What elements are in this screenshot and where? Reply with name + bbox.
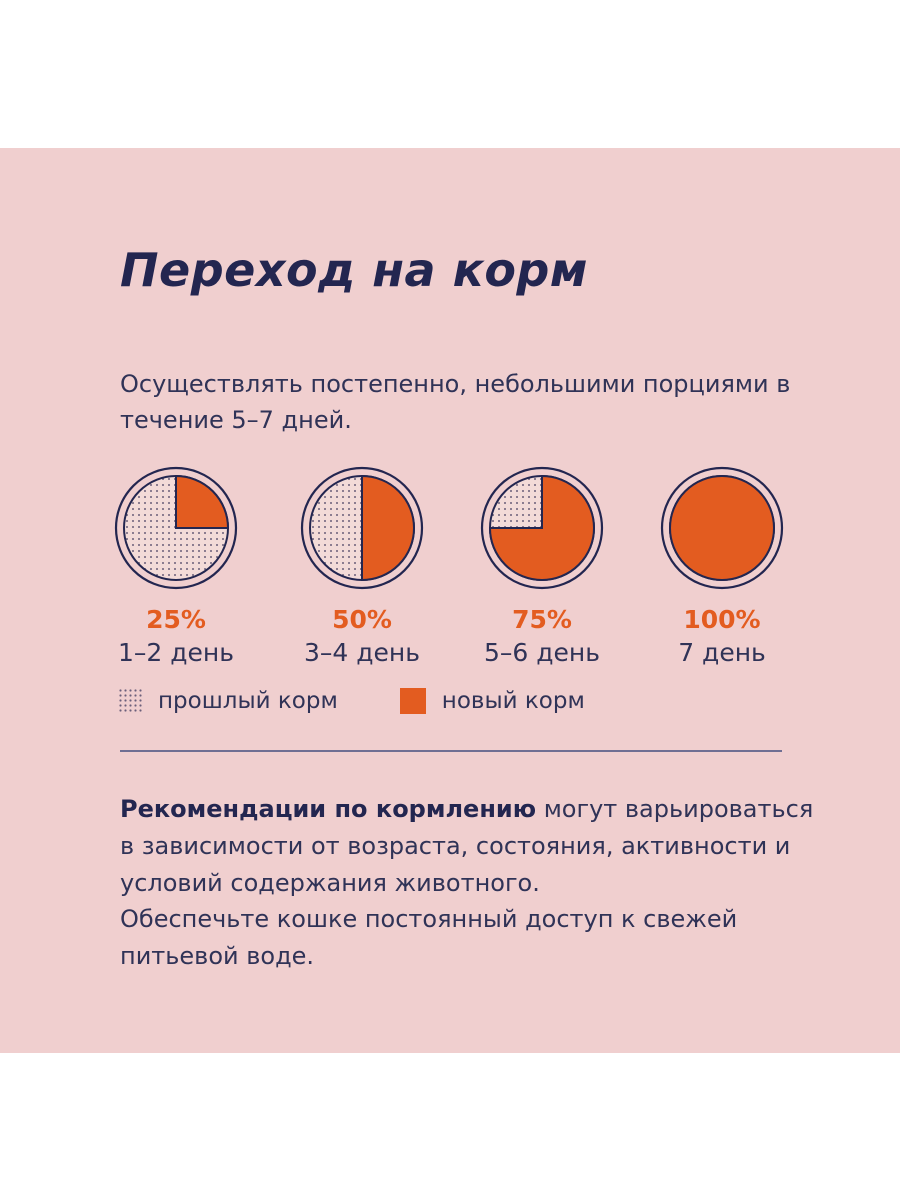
pie-chart-icon: [480, 466, 604, 590]
pie-new-food-slice: [488, 474, 595, 581]
divider: [120, 750, 782, 752]
recommendation-rest: могут варьироваться в зависимости от воз…: [120, 795, 814, 897]
legend: прошлый корм новый корм: [118, 688, 585, 714]
legend-new-label: новый корм: [441, 688, 585, 714]
pie-new-food-slice: [175, 474, 230, 529]
stage-days: 3–4 день: [303, 638, 420, 667]
intro-text: Осуществлять постепенно, небольшими порц…: [120, 370, 791, 434]
stage-4: 100% 7 день: [642, 464, 802, 670]
pie-outer-ring: [114, 466, 238, 590]
legend-old-label: прошлый корм: [158, 688, 338, 714]
pie-outer-ring: [300, 466, 424, 590]
stage-percent: 75%: [512, 605, 572, 634]
stage-days: 1–2 день: [117, 638, 234, 667]
recommendation-text: Рекомендации по кормлению могут варьиров…: [120, 791, 820, 902]
page-title: Переход на корм: [120, 243, 588, 297]
pie-outer-ring: [660, 466, 784, 590]
pie-new-food-slice: [361, 474, 415, 582]
recommendation-bold: Рекомендации по кормлению: [120, 795, 537, 823]
pie-chart-icon: [300, 466, 424, 590]
stage-percent: 100%: [683, 605, 761, 634]
stage-percent: 25%: [146, 605, 206, 634]
stage-days: 7 день: [678, 638, 766, 667]
stage-percent: 50%: [332, 605, 392, 634]
pie-chart-icon: [114, 466, 238, 590]
pie-new-food-slice: [669, 475, 775, 581]
stage-2: 50% 3–4 день: [282, 464, 442, 670]
dotted-square-icon: [118, 688, 144, 714]
stage-3: 75% 5–6 день: [462, 464, 622, 670]
water-note: Обеспечьте кошке постоянный доступ к све…: [120, 905, 738, 970]
pie-chart-icon: [660, 466, 784, 590]
info-card: Переход на корм Осуществлять постепенно,…: [0, 148, 900, 1053]
filled-square-icon: [399, 688, 426, 714]
stage-days: 5–6 день: [483, 638, 600, 667]
pie-outer-ring: [480, 466, 604, 590]
stage-1: 25% 1–2 день: [96, 464, 256, 670]
legend-old-food: прошлый корм: [118, 688, 338, 714]
legend-new-food: новый корм: [399, 688, 585, 714]
